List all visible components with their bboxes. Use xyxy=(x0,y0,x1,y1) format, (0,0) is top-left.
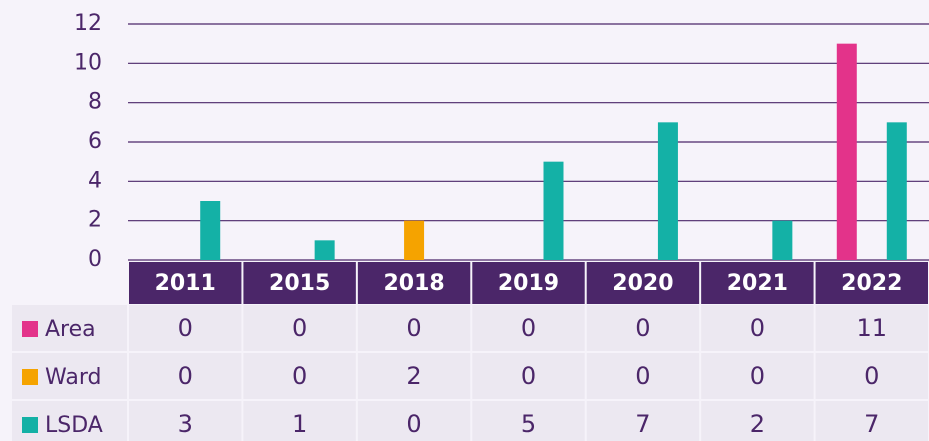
header-cell xyxy=(815,262,928,304)
table-value: 0 xyxy=(178,314,193,342)
table-value: 2 xyxy=(406,362,421,390)
table-value: 7 xyxy=(635,410,650,438)
table-cell xyxy=(815,305,928,351)
table-cell xyxy=(357,353,471,399)
table-value: 0 xyxy=(750,362,765,390)
table-cell xyxy=(586,401,700,441)
x-tick-label: 2019 xyxy=(498,271,559,296)
legend-label: Ward xyxy=(45,365,101,390)
legend-swatch xyxy=(22,321,38,337)
bar xyxy=(543,161,564,260)
y-tick-label: 0 xyxy=(88,247,102,272)
y-tick-label: 10 xyxy=(74,50,102,75)
y-tick-label: 2 xyxy=(88,208,102,233)
x-tick-label: 2022 xyxy=(841,271,902,296)
y-tick-label: 8 xyxy=(88,90,102,115)
table-value: 0 xyxy=(521,362,536,390)
table-cell xyxy=(472,305,585,351)
table-cell xyxy=(129,401,242,441)
legend-label: LSDA xyxy=(45,413,103,438)
table-value: 0 xyxy=(292,314,307,342)
bar xyxy=(404,220,425,260)
table-value: 7 xyxy=(864,410,879,438)
bar xyxy=(314,240,335,260)
x-tick-label: 2018 xyxy=(383,271,444,296)
table-value: 3 xyxy=(178,410,193,438)
table-value: 2 xyxy=(750,410,765,438)
legend-label: Area xyxy=(45,317,96,342)
table-value: 0 xyxy=(750,314,765,342)
table-cell xyxy=(701,305,814,351)
table-value: 11 xyxy=(857,314,888,342)
table-cell xyxy=(357,305,471,351)
table-cell xyxy=(243,353,356,399)
table-cell xyxy=(243,305,356,351)
table-cell xyxy=(586,353,700,399)
header-cell xyxy=(357,262,471,304)
header-cell xyxy=(586,262,700,304)
table-cell xyxy=(129,305,242,351)
table-cell xyxy=(815,353,928,399)
table-value: 0 xyxy=(635,314,650,342)
bar xyxy=(836,43,857,260)
header-cell xyxy=(243,262,356,304)
table-cell xyxy=(357,401,471,441)
table-value: 0 xyxy=(521,314,536,342)
table-cell xyxy=(472,353,585,399)
table-cell xyxy=(586,305,700,351)
table-cell xyxy=(472,401,585,441)
table-value: 0 xyxy=(864,362,879,390)
bar xyxy=(200,201,221,260)
table-value: 1 xyxy=(292,410,307,438)
table-value: 0 xyxy=(406,314,421,342)
bar xyxy=(657,122,678,260)
table-value: 0 xyxy=(292,362,307,390)
bar xyxy=(772,220,793,260)
legend-swatch xyxy=(22,417,38,433)
table-cell xyxy=(701,353,814,399)
header-cell xyxy=(472,262,585,304)
y-tick-label: 4 xyxy=(88,168,102,193)
y-tick-label: 12 xyxy=(74,11,102,36)
header-cell xyxy=(129,262,242,304)
table-value: 5 xyxy=(521,410,536,438)
header-cell xyxy=(701,262,814,304)
bar xyxy=(886,122,907,260)
x-tick-label: 2015 xyxy=(269,271,330,296)
table-cell xyxy=(129,353,242,399)
x-tick-label: 2011 xyxy=(155,271,216,296)
table-cell xyxy=(701,401,814,441)
table-cell xyxy=(815,401,928,441)
x-tick-label: 2021 xyxy=(727,271,788,296)
table-value: 0 xyxy=(178,362,193,390)
table-cell xyxy=(243,401,356,441)
x-tick-label: 2020 xyxy=(612,271,673,296)
table-value: 0 xyxy=(406,410,421,438)
legend-swatch xyxy=(22,369,38,385)
y-tick-label: 6 xyxy=(88,129,102,154)
table-value: 0 xyxy=(635,362,650,390)
